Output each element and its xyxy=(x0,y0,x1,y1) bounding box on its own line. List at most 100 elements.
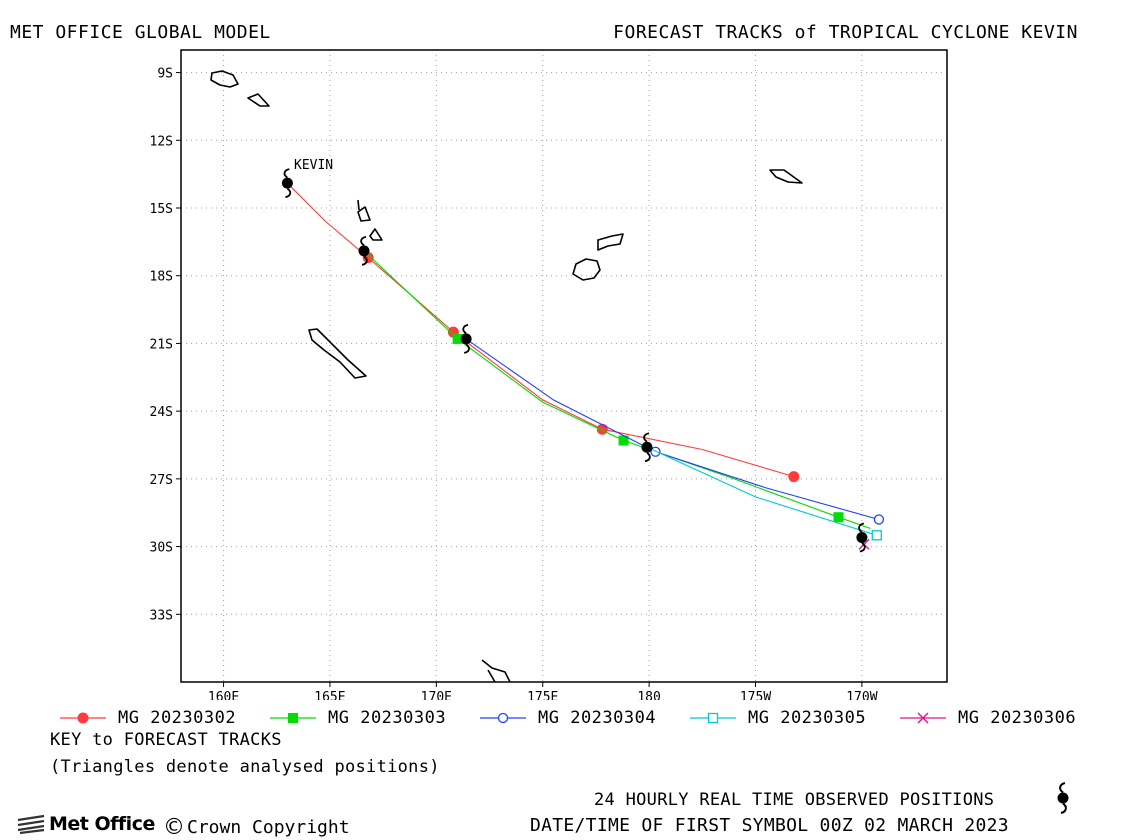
cyclone-arm xyxy=(360,236,367,247)
track-marker xyxy=(788,471,800,483)
legend-item: MG 20230304 xyxy=(476,706,656,730)
forecast-track-mg-20230305 xyxy=(646,446,882,541)
track-marker xyxy=(833,512,844,523)
legend-marker xyxy=(77,712,89,724)
legend-marker xyxy=(288,713,298,723)
legend-label: MG 20230306 xyxy=(958,708,1077,728)
legend-label: MG 20230303 xyxy=(328,708,447,728)
cyclone-core xyxy=(358,245,370,257)
cyclone-arm xyxy=(285,187,292,199)
lon-tick-label: 160E xyxy=(208,690,239,700)
lat-tick-label: 21S xyxy=(150,337,173,352)
forecast-track-mg-20230302 xyxy=(287,182,800,483)
observed-positions xyxy=(281,168,868,553)
map-grid xyxy=(176,50,947,687)
coastline-island xyxy=(481,659,511,682)
cyclone-symbol-icon xyxy=(1057,782,1069,814)
track-marker xyxy=(452,333,463,344)
legend-swatch xyxy=(690,712,736,724)
header-left-title: MET OFFICE GLOBAL MODEL xyxy=(10,22,271,43)
lat-tick-label: 9S xyxy=(157,67,173,82)
cyclone-arm xyxy=(858,522,865,533)
track-line xyxy=(363,250,871,530)
legend-swatch xyxy=(270,713,316,723)
lon-tick-label: 175W xyxy=(740,690,771,700)
legend-label: MG 20230302 xyxy=(118,708,237,728)
track-marker xyxy=(873,514,885,525)
track-line xyxy=(465,338,880,521)
cyclone-arm xyxy=(463,343,470,354)
lat-tick-label: 30S xyxy=(150,541,173,556)
storm-name-label: KEVIN xyxy=(294,158,333,173)
coastline-island xyxy=(769,169,803,184)
observed-position-cyclone-icon xyxy=(281,168,293,199)
legend-swatch xyxy=(60,712,106,724)
cyclone-arm xyxy=(283,168,290,179)
track-line xyxy=(287,182,794,478)
cyclone-core xyxy=(281,177,293,189)
coastline-island xyxy=(357,199,360,211)
legend-marker xyxy=(917,712,929,724)
legend-swatch xyxy=(480,712,526,724)
lon-tick-label: 170W xyxy=(846,690,877,700)
coastline-island xyxy=(247,93,270,107)
lon-tick-label: 165E xyxy=(314,690,345,700)
lon-tick-label: 180 xyxy=(637,690,660,700)
copyright-symbol: © xyxy=(163,815,185,840)
cyclone-core xyxy=(856,532,868,544)
legend-item: MG 20230303 xyxy=(266,706,446,730)
cyclone-arm xyxy=(644,452,651,463)
legend-label: MG 20230304 xyxy=(538,708,657,728)
observed-position-cyclone-icon xyxy=(460,324,472,354)
legend-item: MG 20230305 xyxy=(686,706,866,730)
key-title: KEY to FORECAST TRACKS xyxy=(50,730,282,750)
lon-tick-label: 170E xyxy=(421,690,452,700)
cyclone-core xyxy=(641,441,653,453)
forecast-track-mg-20230304 xyxy=(465,338,885,525)
lat-tick-label: 18S xyxy=(150,270,173,285)
coastline-island xyxy=(597,233,624,251)
coastlines xyxy=(210,70,803,682)
forecast-track-mg-20230303 xyxy=(363,250,871,530)
observed-position-cyclone-icon xyxy=(856,522,868,553)
cyclone-arm xyxy=(462,324,469,335)
forecast-tracks xyxy=(287,182,885,550)
observed-positions-note: 24 HOURLY REAL TIME OBSERVED POSITIONS xyxy=(594,790,995,810)
longitude-tick-labels: 160E 165E 170E 175E 180 175W 170W xyxy=(208,690,878,700)
forecast-track-map: KEVIN 9S 12S 15S 18S 21S 24S 27S 30S 33S 160E 165… xyxy=(150,49,948,700)
met-office-logo: Met Office xyxy=(16,813,155,835)
key-note: (Triangles denote analysed positions) xyxy=(50,757,440,777)
lon-tick-label: 175E xyxy=(527,690,558,700)
coastline-island xyxy=(210,70,239,88)
header-right-title: FORECAST TRACKS of TROPICAL CYCLONE KEVI… xyxy=(613,22,1078,43)
lat-tick-label: 27S xyxy=(150,473,173,488)
observed-position-cyclone-icon xyxy=(358,236,370,266)
met-office-logo-icon xyxy=(17,814,45,834)
legend-item: MG 20230302 xyxy=(56,706,236,730)
coastline-island xyxy=(572,258,601,281)
lat-tick-label: 15S xyxy=(150,202,173,217)
lat-tick-label: 24S xyxy=(150,405,173,420)
met-office-logo-text: Met Office xyxy=(49,813,155,835)
legend-label: MG 20230305 xyxy=(748,708,867,728)
first-symbol-date-note: DATE/TIME OF FIRST SYMBOL 00Z 02 MARCH 2… xyxy=(530,815,1009,836)
track-marker xyxy=(618,435,629,446)
coastline-island xyxy=(357,206,371,222)
cyclone-core xyxy=(460,333,472,345)
legend-marker xyxy=(497,712,509,724)
legend: MG 20230302 MG 20230303 MG 20230304 MG 2… xyxy=(50,706,1110,730)
coastline-island xyxy=(308,328,367,379)
coastline-island xyxy=(369,228,383,241)
cyclone-arm xyxy=(643,432,650,443)
legend-marker xyxy=(707,712,719,724)
lat-tick-label: 33S xyxy=(150,608,173,623)
track-marker xyxy=(871,530,882,541)
copyright: © Crown Copyright xyxy=(163,815,350,840)
observed-position-cyclone-icon xyxy=(641,432,653,463)
cyclone-arm xyxy=(859,542,866,553)
lat-tick-label: 12S xyxy=(150,134,173,149)
track-line xyxy=(646,446,877,536)
cyclone-arm xyxy=(361,255,368,266)
copyright-text: Crown Copyright xyxy=(187,817,350,838)
latitude-tick-labels: 9S 12S 15S 18S 21S 24S 27S 30S 33S xyxy=(150,67,173,624)
